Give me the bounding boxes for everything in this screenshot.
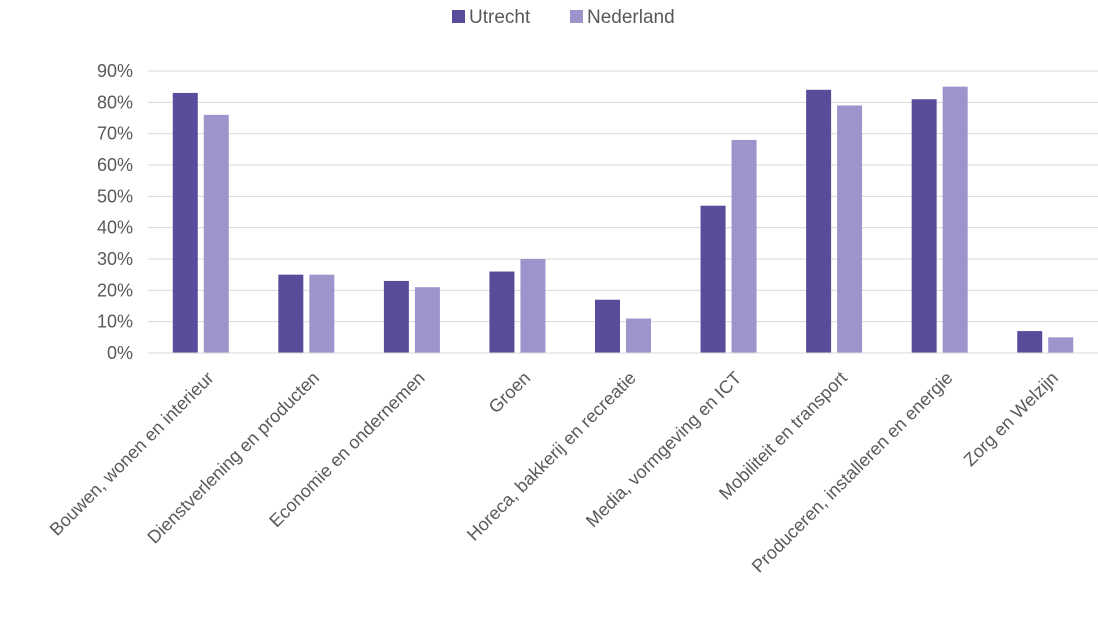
- bar-utrecht: [700, 205, 726, 353]
- x-category-label: Dienstverlening en producten: [143, 368, 323, 548]
- y-tick-label: 40%: [97, 218, 133, 238]
- y-tick-label: 10%: [97, 312, 133, 332]
- bar-nederland: [837, 105, 863, 353]
- y-tick-label: 90%: [97, 61, 133, 81]
- bar-nederland: [731, 139, 757, 353]
- x-category-label: Zorg en Welzijn: [960, 368, 1062, 470]
- y-tick-label: 60%: [97, 155, 133, 175]
- bar-utrecht: [806, 89, 832, 354]
- x-category-label: Horeca, bakkerij en recreatie: [463, 368, 640, 545]
- y-tick-label: 80%: [97, 92, 133, 112]
- x-axis-category-labels: Bouwen, wonen en interieurDienstverlenin…: [46, 368, 1062, 577]
- bar-utrecht: [911, 99, 937, 353]
- bar-utrecht: [383, 280, 409, 353]
- y-tick-label: 20%: [97, 280, 133, 300]
- bar-nederland: [520, 259, 546, 353]
- y-tick-label: 50%: [97, 186, 133, 206]
- legend-swatch-nederland: [570, 10, 583, 23]
- bar-nederland: [1048, 337, 1074, 353]
- bar-nederland: [414, 287, 440, 353]
- bar-utrecht: [278, 274, 304, 353]
- y-tick-label: 70%: [97, 124, 133, 144]
- bar-utrecht: [595, 299, 620, 353]
- bar-nederland: [942, 86, 968, 354]
- bar-nederland: [626, 318, 651, 353]
- bar-nederland: [203, 114, 229, 353]
- x-category-label: Groen: [485, 368, 535, 418]
- y-tick-label: 0%: [107, 343, 133, 363]
- gridlines: [148, 70, 1098, 323]
- bars: [172, 86, 1074, 354]
- legend-swatch-utrecht: [452, 10, 465, 23]
- bar-utrecht: [172, 92, 198, 353]
- bar-utrecht: [1017, 331, 1043, 353]
- y-axis-tick-labels: 0% 10% 20% 30% 40% 50% 60% 70% 80% 90%: [97, 61, 133, 363]
- legend-label-utrecht: Utrecht: [469, 7, 531, 28]
- bar-utrecht: [489, 271, 515, 353]
- y-tick-label: 30%: [97, 249, 133, 269]
- bar-nederland: [309, 274, 335, 353]
- x-category-label: Produceren, installeren en energie: [748, 368, 957, 577]
- x-category-label: Bouwen, wonen en interieur: [46, 368, 218, 540]
- legend: Utrecht Nederland: [452, 7, 675, 28]
- legend-label-nederland: Nederland: [587, 7, 675, 28]
